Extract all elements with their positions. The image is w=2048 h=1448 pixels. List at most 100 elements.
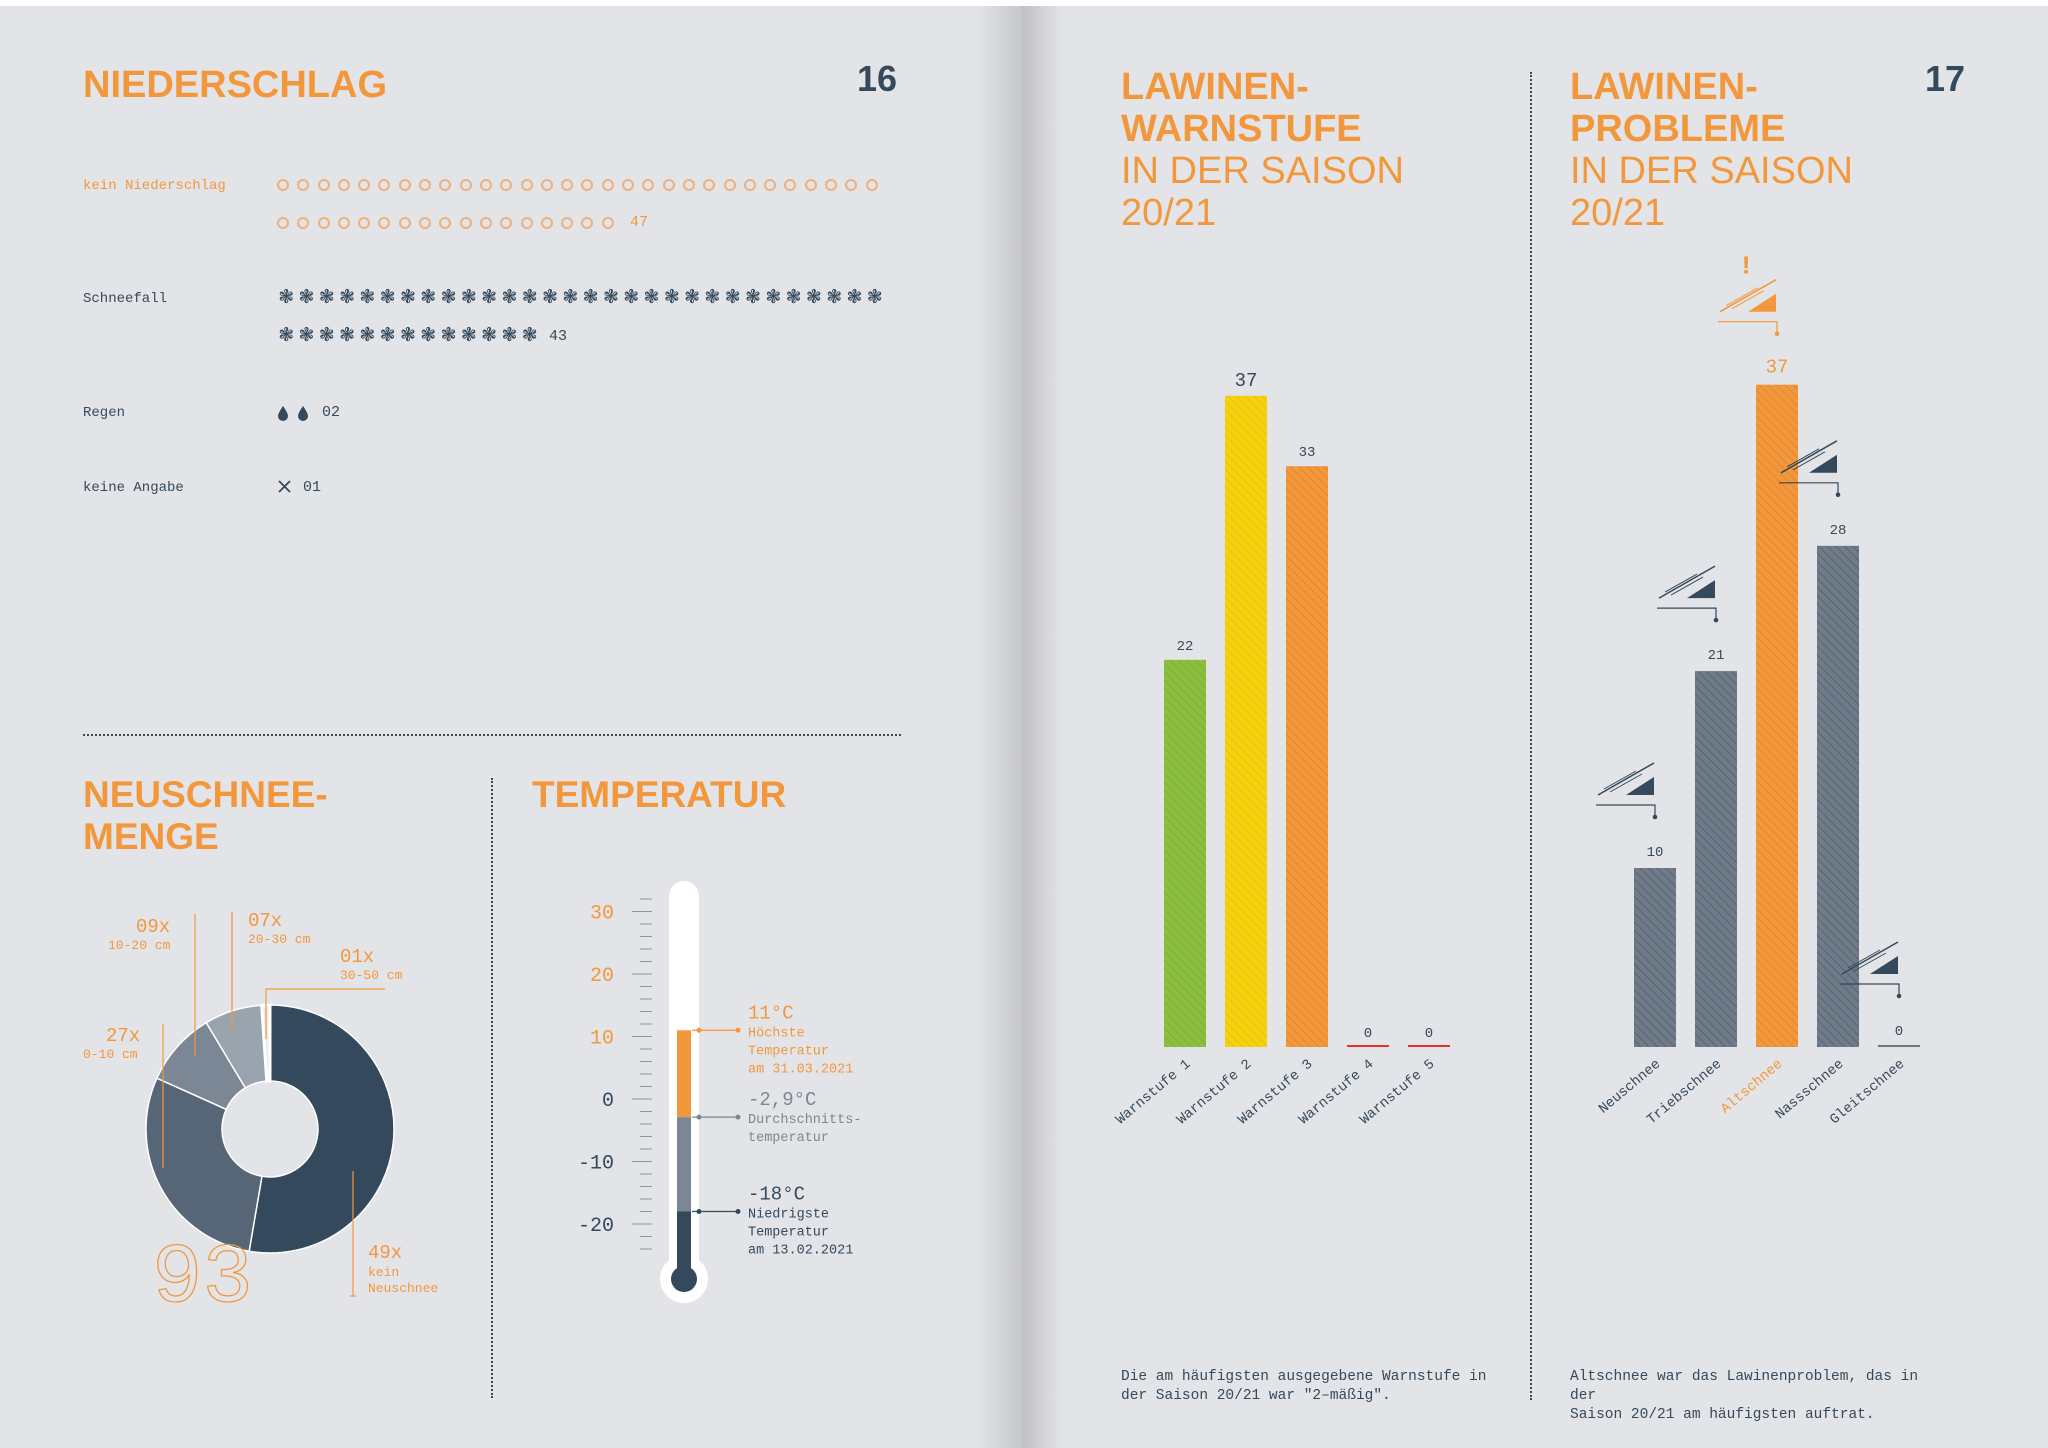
bar-Warnstufe-3 [1286, 466, 1328, 1047]
slice-desc-label: 10-20 cm [108, 938, 171, 953]
new-snow-title-2: MENGE [83, 816, 219, 857]
snowflake-icon: ❃ [460, 325, 477, 346]
snowflake-icon: ❃ [501, 287, 518, 308]
snowflake-icon: ❃ [724, 287, 741, 308]
spine-shadow [976, 6, 1022, 1448]
ring-icon [561, 178, 574, 191]
ring-icon [317, 216, 330, 229]
snowflake-icon: ❃ [684, 287, 701, 308]
snowflake-icon: ❃ [379, 287, 396, 308]
slice-count-label: 27x [106, 1025, 140, 1047]
snowflake-icon: ❃ [623, 287, 640, 308]
snow-layer-lines [1725, 287, 1765, 310]
problems-subtitle-1: IN DER SAISON [1570, 150, 1853, 192]
icon-connector [1657, 607, 1717, 621]
snowfall-count: 43 [549, 328, 568, 345]
connector-dot [1713, 617, 1719, 623]
no-info-label: keine Angabe [83, 480, 184, 496]
ring-icon [540, 178, 553, 191]
section-divider [83, 734, 901, 736]
bar-Gleitschnee [1878, 1045, 1920, 1047]
bar-value-label: 33 [1299, 445, 1316, 461]
ring-icon [439, 216, 452, 229]
snowflake-icon: ❃ [359, 325, 376, 346]
slope-triangle [1687, 580, 1715, 599]
bar-Neuschnee [1634, 868, 1676, 1047]
temp-max-desc: am 31.03.2021 [748, 1062, 853, 1077]
snowflake-icon: ❃ [399, 287, 416, 308]
bar-value-label: 22 [1177, 639, 1194, 655]
spine-shadow [1022, 6, 1062, 1448]
snowflake-icon: ❃ [318, 287, 335, 308]
ring-icon [845, 178, 858, 191]
ring-icon [500, 216, 513, 229]
bar-value-label: 37 [1766, 357, 1789, 379]
ring-icon [500, 178, 513, 191]
ring-icon [378, 216, 391, 229]
page-17: 17 LAWINEN- WARNSTUFE IN DER SAISON 20/2… [1022, 6, 2048, 1448]
snowflake-row: ❃ ❃ ❃ ❃ ❃ ❃ ❃ ❃ ❃ ❃ ❃ ❃ ❃ [276, 324, 540, 347]
slope-line [1719, 279, 1777, 313]
temperature-title: TEMPERATUR [532, 774, 787, 815]
snowflake-icon: ❃ [562, 287, 579, 308]
ring-row [277, 214, 622, 232]
donut-slice-kein-Neuschnee [248, 1004, 395, 1254]
snowflake-icon: ❃ [420, 325, 437, 346]
temp-bar-max [677, 1030, 691, 1118]
ring-icon [825, 178, 838, 191]
thermometer-bulb [671, 1266, 697, 1292]
bar-Altschnee [1756, 384, 1798, 1047]
snowflake-row: ❃ ❃ ❃ ❃ ❃ ❃ ❃ ❃ ❃ ❃ ❃ ❃ ❃ ❃ ❃ ❃ ❃ ❃ ❃ ❃ ❃ ❃ ❃ ❃ ❃ ❃ ❃ ❃ ❃ ❃ [276, 286, 885, 309]
ring-icon [784, 178, 797, 191]
bar-Triebschnee [1695, 671, 1737, 1047]
temp-max-value: 11°C [748, 1002, 794, 1024]
snowflake-icon: ❃ [501, 325, 518, 346]
ring-icon [703, 178, 716, 191]
warn-caption-line1: Die am häufigsten ausgegebene Warnstufe … [1121, 1369, 1487, 1385]
snow-layer-lines [1786, 448, 1826, 471]
temp-bar-avg [677, 1117, 691, 1212]
problems-caption: Altschnee war das Lawinenproblem, das in… [1570, 1368, 1950, 1425]
snowflake-icon: ❃ [278, 287, 295, 308]
slice-count-label: 07x [248, 910, 282, 932]
snowflake-icon: ❃ [379, 325, 396, 346]
slope-line [1841, 941, 1899, 975]
ring-icon [520, 216, 533, 229]
snowflake-icon: ❃ [826, 287, 843, 308]
bar-value-label: 28 [1830, 523, 1847, 539]
snowflake-icon: ❃ [359, 287, 376, 308]
page-number: 17 [1925, 58, 1966, 99]
ring-icon [601, 216, 614, 229]
snowflake-icon: ❃ [298, 287, 315, 308]
temp-min-desc: Niedrigste [748, 1208, 829, 1223]
bar-value-label: 0 [1364, 1026, 1372, 1042]
no-info-count: 01 [303, 479, 322, 496]
warn-caption-line2: der Saison 20/21 war "2–mäßig". [1121, 1388, 1391, 1404]
ring-icon [317, 178, 330, 191]
snowflake-icon: ❃ [521, 325, 538, 346]
snowflake-icon: ❃ [745, 287, 761, 308]
avalanche-problem-icon [1841, 941, 1899, 975]
slice-desc-label: kein [368, 1265, 399, 1280]
rain-count: 02 [322, 404, 341, 421]
warn-title-2: WARNSTUFE [1121, 108, 1362, 150]
snowflake-icon: ❃ [846, 287, 863, 308]
snowflake-icon: ❃ [440, 325, 457, 346]
bar-Warnstufe-4 [1347, 1045, 1389, 1047]
snowflake-icon: ❃ [339, 325, 355, 346]
ring-icon [601, 178, 614, 191]
leader-dot [735, 1114, 741, 1120]
slope-triangle [1626, 777, 1654, 795]
temp-min-desc: Temperatur [748, 1226, 829, 1241]
ring-icon [358, 216, 371, 229]
snowflake-icon: ❃ [481, 325, 498, 346]
slice-desc-label: 20-30 cm [248, 932, 311, 947]
ring-icon [561, 216, 574, 229]
snowflake-icon: ❃ [481, 287, 498, 308]
page-number: 16 [857, 58, 898, 99]
connector-dot [1835, 492, 1841, 498]
leader-line [350, 1171, 356, 1297]
snow-layer-lines [1664, 573, 1704, 596]
slope-triangle [1809, 454, 1837, 473]
